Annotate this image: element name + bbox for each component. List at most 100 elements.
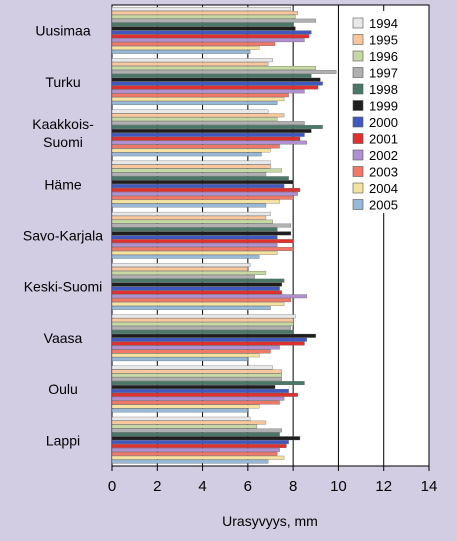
category-label-line: Kaakkois- xyxy=(32,116,94,132)
bar-6-1 xyxy=(111,318,294,323)
legend-label-9: 2003 xyxy=(369,165,398,180)
bar-2-3 xyxy=(111,121,305,126)
legend-label-5: 1999 xyxy=(369,99,398,114)
bar-5-7 xyxy=(111,290,282,295)
bar-7-3 xyxy=(111,377,282,382)
x-tick-label-6: 12 xyxy=(375,478,392,495)
legend-swatch-5 xyxy=(352,100,364,111)
category-labels: Uusimaa Turku Kaakkois- Suomi Häme Savo-Karja… xyxy=(23,23,103,449)
bar-8-1 xyxy=(111,420,267,425)
bar-4-0 xyxy=(111,211,271,216)
bar-4-2 xyxy=(111,219,273,224)
bar-0-7 xyxy=(111,34,310,39)
category-label-line: Turku xyxy=(45,74,80,90)
bar-6-0 xyxy=(111,314,296,319)
bar-4-11 xyxy=(111,254,260,259)
bar-8-7 xyxy=(111,444,287,448)
bar-6-3 xyxy=(111,326,292,330)
x-tick-label-0: 0 xyxy=(108,478,116,495)
bar-7-5 xyxy=(111,385,276,389)
bar-6-11 xyxy=(111,357,249,362)
bar-1-0 xyxy=(111,58,273,63)
bar-6-7 xyxy=(111,341,305,346)
bar-3-0 xyxy=(111,160,271,165)
x-tick-label-1: 2 xyxy=(153,478,161,495)
bar-3-10 xyxy=(111,199,280,204)
bar-4-7 xyxy=(111,239,294,244)
bar-7-11 xyxy=(111,408,249,413)
bar-3-1 xyxy=(111,164,271,169)
bar-1-9 xyxy=(111,93,289,98)
bar-7-6 xyxy=(111,389,289,393)
x-tick-label-3: 6 xyxy=(244,478,252,495)
legend-label-2: 1996 xyxy=(369,49,398,64)
category-label-4: Savo-Karjala xyxy=(23,228,103,244)
bar-3-4 xyxy=(111,176,289,181)
legend-label-7: 2001 xyxy=(369,132,398,147)
bar-5-5 xyxy=(111,282,282,287)
bar-8-8 xyxy=(111,448,280,452)
legend-swatch-4 xyxy=(352,83,364,95)
x-tick-label-2: 4 xyxy=(198,478,206,495)
legend-swatch-6 xyxy=(352,116,364,128)
bar-4-5 xyxy=(111,231,292,236)
legend-label-3: 1997 xyxy=(369,66,398,81)
bar-1-3 xyxy=(111,69,337,74)
category-label-8: Lappi xyxy=(46,432,80,448)
bar-3-7 xyxy=(111,188,301,192)
bar-4-8 xyxy=(111,243,278,247)
legend-swatch-8 xyxy=(352,149,364,161)
category-label-3: Häme xyxy=(44,176,82,192)
bar-0-5 xyxy=(111,26,296,31)
bar-0-9 xyxy=(111,42,276,46)
x-tick-label-7: 14 xyxy=(421,478,438,495)
legend-label-4: 1998 xyxy=(369,82,398,97)
category-label-line: Oulu xyxy=(48,381,78,397)
bar-2-6 xyxy=(111,132,305,137)
bar-3-3 xyxy=(111,172,267,177)
bar-3-9 xyxy=(111,195,294,200)
bar-6-5 xyxy=(111,333,316,338)
bar-6-9 xyxy=(111,349,271,354)
bar-1-1 xyxy=(111,62,269,66)
bar-1-11 xyxy=(111,101,278,105)
bar-7-9 xyxy=(111,400,280,405)
bar-0-4 xyxy=(111,22,294,27)
legend-label-10: 2004 xyxy=(369,181,398,196)
legend-label-11: 2005 xyxy=(369,198,398,213)
bar-0-8 xyxy=(111,38,305,43)
bar-6-8 xyxy=(111,345,280,350)
category-label-line: Häme xyxy=(44,176,82,192)
legend-label-1: 1995 xyxy=(369,33,398,48)
bar-5-3 xyxy=(111,274,255,279)
category-label-1: Turku xyxy=(45,74,80,90)
legend-label-6: 2000 xyxy=(369,115,398,130)
bar-2-8 xyxy=(111,140,307,145)
bar-6-6 xyxy=(111,337,307,342)
category-label-line: Vaasa xyxy=(44,330,83,346)
category-label-7: Oulu xyxy=(48,381,78,397)
category-label-6: Vaasa xyxy=(44,330,83,346)
bar-1-7 xyxy=(111,85,319,90)
category-label-line: Lappi xyxy=(46,432,80,448)
bar-2-11 xyxy=(111,152,262,157)
bar-5-11 xyxy=(111,306,271,310)
bar-7-1 xyxy=(111,369,282,374)
legend-swatch-11 xyxy=(352,199,364,210)
x-axis-label: Urasyvyys, mm xyxy=(222,513,318,529)
bar-8-6 xyxy=(111,440,289,445)
bar-1-2 xyxy=(111,66,316,70)
x-tick-label-4: 8 xyxy=(289,478,297,495)
category-label-line: Savo-Karjala xyxy=(23,228,103,244)
bar-3-2 xyxy=(111,168,282,173)
bar-5-1 xyxy=(111,267,249,271)
bar-4-9 xyxy=(111,247,294,251)
bar-0-0 xyxy=(111,7,292,11)
bar-2-5 xyxy=(111,129,312,133)
category-label-0: Uusimaa xyxy=(35,23,90,39)
bar-8-10 xyxy=(111,455,285,460)
legend-swatch-3 xyxy=(352,67,364,78)
